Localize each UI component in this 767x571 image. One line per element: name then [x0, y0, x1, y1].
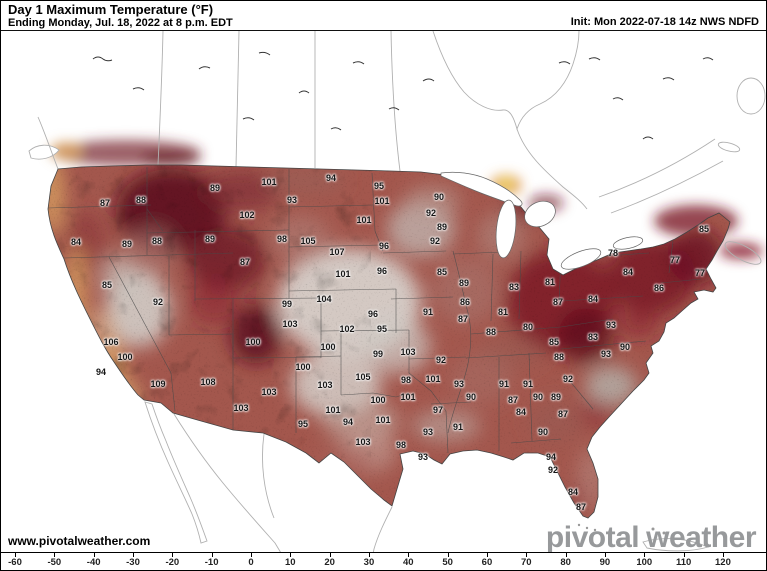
colorbar-tick-label: 120 [715, 557, 731, 568]
colorbar-tick [408, 553, 410, 557]
colorbar-tick [526, 553, 528, 557]
colorbar-tick-label: -50 [47, 557, 62, 568]
watermark-url: www.pivotalweather.com [8, 534, 151, 548]
colorbar-tick [211, 553, 213, 557]
state-boundaries [48, 167, 702, 454]
colorbar-tick [54, 553, 56, 557]
colorbar-tick-label: 60 [481, 557, 493, 568]
canada-lakes-marks [92, 51, 714, 535]
colorbar-tick-label: 100 [636, 557, 653, 568]
colorbar-tick [644, 553, 646, 557]
colorbar-tick-label: 30 [363, 557, 375, 568]
colorbar-tick [172, 553, 174, 557]
colorbar-tick-label: -30 [126, 557, 140, 568]
colorbar-tick [722, 553, 724, 557]
colorbar-tick-label: 0 [248, 557, 254, 568]
logo-word-pivotal: pivotal [545, 521, 640, 554]
colorbar-tick [93, 553, 95, 557]
colorbar-tick-label: 110 [675, 557, 692, 568]
colorbar-tick-label: 70 [520, 557, 532, 568]
neighbor-country-outlines [28, 31, 766, 554]
colorbar-tick-label: 90 [599, 557, 611, 568]
pivotal-weather-logo: pivotal weather [545, 521, 757, 554]
colorbar-tick-label: 10 [285, 557, 296, 568]
colorbar-tick-label: 50 [442, 557, 453, 568]
colorbar-tick [132, 553, 134, 557]
init-info: Init: Mon 2022-07-18 14z NWS NDFD [570, 16, 759, 28]
colorbar-tick [604, 553, 606, 557]
colorbar-tick-label: -40 [86, 557, 101, 568]
us-temperature-map [1, 31, 766, 554]
colorbar-tick-label: 40 [403, 557, 414, 568]
colorbar-tick [250, 553, 252, 557]
colorbar: -60 -50 -40 -30 -20 -10 0 10 20 30 40 50 60 70 80 90 100… [1, 552, 766, 570]
colorbar-tick-label: -20 [165, 557, 180, 568]
colorbar-tick [15, 553, 16, 557]
colorbar-tick [486, 553, 488, 557]
colorbar-tick [447, 553, 449, 557]
colorbar-tick [290, 553, 292, 557]
colorbar-tick [683, 553, 685, 557]
colorbar-tick [368, 553, 370, 557]
map-header: Day 1 Maximum Temperature (°F) Ending Mo… [1, 1, 766, 31]
colorbar-tick-label: -10 [204, 557, 219, 568]
great-lakes [440, 171, 644, 270]
colorbar-tick-label: 20 [324, 557, 335, 568]
colorbar-tick [565, 553, 567, 557]
colorbar-tick-label: 80 [560, 557, 571, 568]
colorbar-tick-label: -60 [8, 557, 22, 568]
logo-word-weather: weather [646, 521, 756, 554]
colorbar-tick [329, 553, 331, 557]
map-subtitle: Ending Monday, Jul. 18, 2022 at 8 p.m. E… [8, 17, 233, 29]
map-title: Day 1 Maximum Temperature (°F) [8, 2, 214, 17]
